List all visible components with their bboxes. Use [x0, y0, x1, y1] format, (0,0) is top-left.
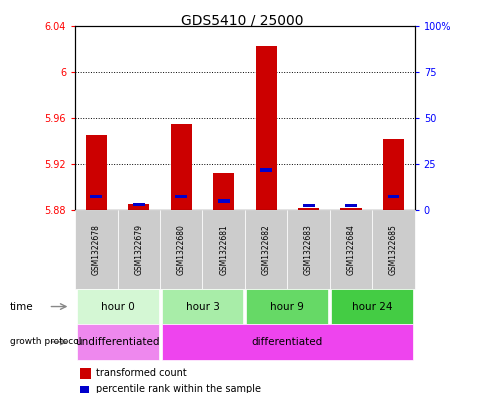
Text: GSM1322682: GSM1322682	[261, 224, 270, 275]
Bar	[133, 203, 144, 206]
Text: GSM1322684: GSM1322684	[346, 224, 355, 275]
Text: GSM1322681: GSM1322681	[219, 224, 228, 275]
Bar	[382, 139, 403, 210]
Bar	[340, 208, 361, 210]
Text: differentiated: differentiated	[251, 337, 322, 347]
Bar	[387, 195, 398, 198]
Bar	[212, 173, 234, 210]
Bar	[217, 199, 229, 203]
Text: GSM1322683: GSM1322683	[303, 224, 313, 275]
Bar	[302, 204, 314, 208]
Text: transformed count: transformed count	[95, 368, 186, 378]
Text: GSM1322679: GSM1322679	[134, 224, 143, 275]
Bar	[175, 195, 187, 198]
Bar	[90, 195, 102, 198]
Text: time: time	[10, 301, 33, 312]
Text: hour 24: hour 24	[351, 301, 392, 312]
Bar	[297, 208, 318, 210]
Text: GDS5410 / 25000: GDS5410 / 25000	[181, 14, 303, 28]
Text: GSM1322680: GSM1322680	[176, 224, 185, 275]
Text: hour 9: hour 9	[270, 301, 303, 312]
Text: GSM1322685: GSM1322685	[388, 224, 397, 275]
Text: hour 3: hour 3	[185, 301, 219, 312]
Text: GSM1322678: GSM1322678	[91, 224, 101, 275]
Text: hour 0: hour 0	[101, 301, 134, 312]
Bar	[344, 204, 356, 208]
Bar	[128, 204, 149, 210]
Bar	[255, 46, 276, 210]
Text: percentile rank within the sample: percentile rank within the sample	[95, 384, 260, 393]
Bar	[170, 124, 192, 210]
Bar	[259, 168, 272, 172]
Text: growth protocol: growth protocol	[10, 338, 81, 346]
Text: undifferentiated: undifferentiated	[75, 337, 160, 347]
Bar	[86, 135, 107, 210]
